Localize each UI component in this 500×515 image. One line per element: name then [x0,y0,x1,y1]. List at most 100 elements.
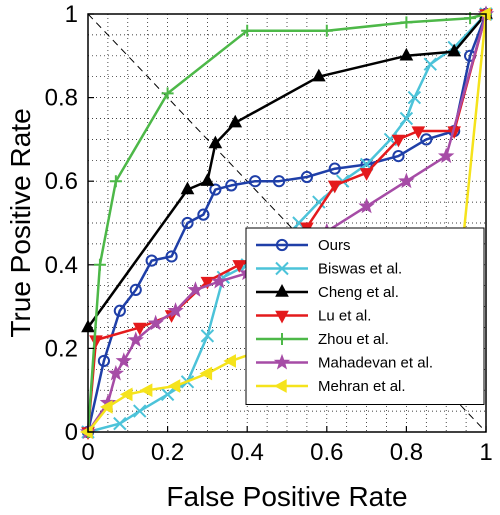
data-point [241,24,254,37]
data-point [115,352,133,368]
data-point [161,87,174,100]
data-point [113,416,127,431]
data-point [272,175,286,188]
data-point [274,379,287,393]
tick-labels: 0 0.2 0.4 0.6 0.8 1 0 0.2 0.4 0.6 0.8 1 [45,1,493,466]
x-axis-label: False Positive Rate [166,481,407,512]
legend-item: Lu et al. [256,308,371,325]
data-point [109,175,122,188]
legend-label: Ours [318,237,351,254]
y-tick-label: 0 [65,419,78,446]
data-point [400,16,413,29]
data-point [275,284,289,297]
data-point [312,68,326,82]
data-point [275,261,289,276]
data-point [312,195,326,209]
legend-label: Mehran et al. [318,378,406,395]
data-point [99,400,113,414]
y-tick-label: 0.6 [45,168,78,195]
data-point [129,283,142,296]
data-point [107,364,125,381]
legend-item: Cheng et al. [256,284,399,301]
data-point [447,43,461,57]
data-point [133,404,147,418]
data-point [208,135,223,149]
data-point [209,183,222,196]
data-point [93,258,106,271]
data-point [392,150,405,163]
data-point [273,353,291,370]
legend-label: Biswas et al. [318,261,402,278]
legend-item: Mehran et al. [256,378,406,395]
data-point [160,387,175,402]
legend-item: Ours [256,237,351,254]
data-point [225,179,238,192]
data-point [199,366,213,381]
legend-label: Cheng et al. [318,284,399,301]
data-point [165,250,178,263]
data-point [180,181,195,195]
data-point [228,114,243,128]
data-point [181,216,194,230]
data-point [420,133,433,146]
data-point [399,111,414,126]
data-point [145,254,158,267]
series-line [86,13,488,433]
data-point [437,147,455,164]
data-point [147,314,164,331]
data-point [327,180,342,194]
data-point [127,331,144,348]
legend-item: Biswas et al. [256,261,402,278]
y-axis-label: True Positive Rate [5,108,36,337]
legend-label: Mahadevan et al. [318,355,433,372]
x-tick-label: 0.4 [231,439,264,466]
data-point [167,302,184,318]
y-tick-label: 0.4 [45,252,78,279]
data-point [328,162,341,175]
data-point [423,57,437,71]
x-tick-label: 0.2 [151,439,184,466]
data-point [211,272,228,289]
data-point [200,173,215,186]
data-point [197,208,210,221]
data-point [320,24,333,37]
data-point [249,175,262,188]
data-point [411,126,426,139]
data-point [187,281,204,297]
data-point [139,383,153,398]
data-point [200,276,215,290]
data-point [119,387,133,402]
data-point [232,260,247,273]
legend: Ours Biswas et al. Cheng et al. Lu et al. Zh… [245,227,485,405]
data-point [97,354,111,368]
series-ours [81,7,493,439]
data-point [113,304,126,317]
data-point [275,310,289,324]
data-point [399,47,414,61]
data-point [200,329,215,343]
data-point [300,170,313,184]
data-point [407,90,422,105]
legend-label: Zhou et al. [318,331,389,348]
x-tick-label: 0.6 [310,439,343,466]
data-point [132,322,147,336]
y-tick-label: 1 [65,1,78,28]
y-tick-label: 0.2 [45,335,78,362]
data-point [276,333,288,345]
x-tick-label: 0.8 [390,439,423,466]
legend-item: Zhou et al. [256,331,389,348]
x-tick-label: 0 [81,439,94,466]
y-tick-label: 0.8 [45,85,78,112]
data-point [275,238,289,252]
legend-label: Lu et al. [318,308,371,325]
plot-frame [87,13,487,433]
data-point [223,354,236,368]
data-point [391,134,406,148]
data-point [359,168,374,181]
data-point [398,172,415,189]
legend-item: Mahadevan et al. [256,353,433,372]
data-point [358,197,375,214]
data-point [167,379,181,393]
x-tick-label: 1 [479,439,492,466]
